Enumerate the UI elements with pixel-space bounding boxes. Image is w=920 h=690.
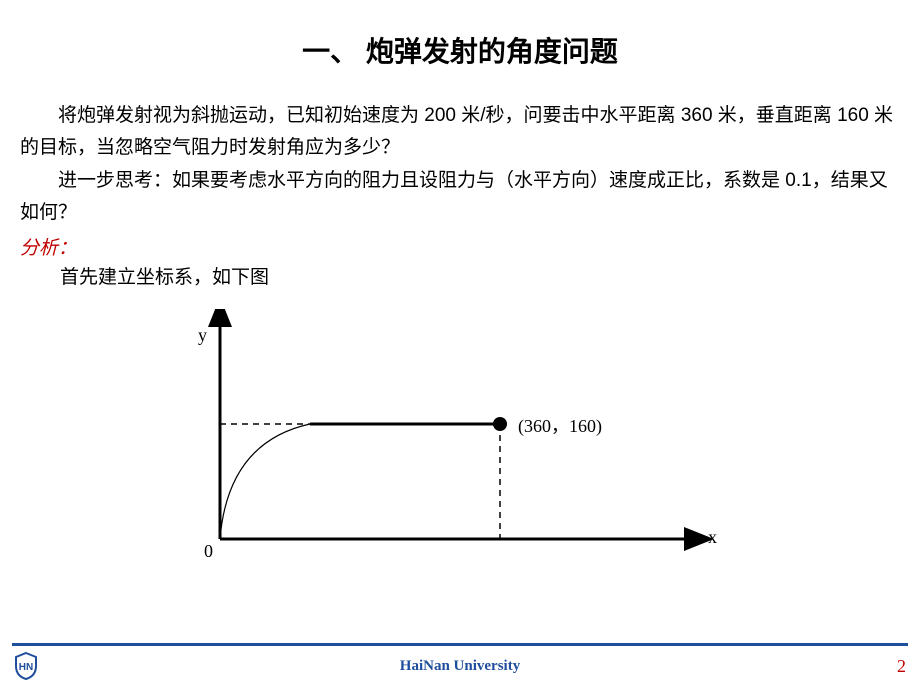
body-text-block: 将炮弹发射视为斜抛运动，已知初始速度为 200 米/秒，问要击中水平距离 360… <box>0 100 920 229</box>
svg-text:HN: HN <box>19 662 33 673</box>
y-axis-label: y <box>198 325 207 346</box>
university-name: HaiNan University <box>38 658 882 675</box>
origin-label: 0 <box>204 541 213 562</box>
analysis-label: 分析： <box>0 233 920 260</box>
diagram-svg <box>160 309 760 579</box>
slide: 一、 炮弹发射的角度问题 将炮弹发射视为斜抛运动，已知初始速度为 200 米/秒… <box>0 0 920 690</box>
slide-title: 一、 炮弹发射的角度问题 <box>0 30 920 70</box>
page-number: 2 <box>882 656 906 677</box>
paragraph-2: 进一步思考：如果要考虑水平方向的阻力且设阻力与（水平方向）速度成正比，系数是 0… <box>20 165 900 230</box>
footer-row: HN HaiNan University 2 <box>0 652 920 680</box>
footer: HN HaiNan University 2 <box>0 643 920 680</box>
university-logo: HN <box>14 652 38 680</box>
target-point-label: (360，160) <box>518 412 602 438</box>
analysis-subline: 首先建立坐标系，如下图 <box>0 262 920 289</box>
coordinate-diagram: y x 0 (360，160) <box>160 309 760 579</box>
paragraph-1: 将炮弹发射视为斜抛运动，已知初始速度为 200 米/秒，问要击中水平距离 360… <box>20 100 900 165</box>
x-axis-label: x <box>708 527 717 548</box>
footer-divider <box>12 643 908 646</box>
